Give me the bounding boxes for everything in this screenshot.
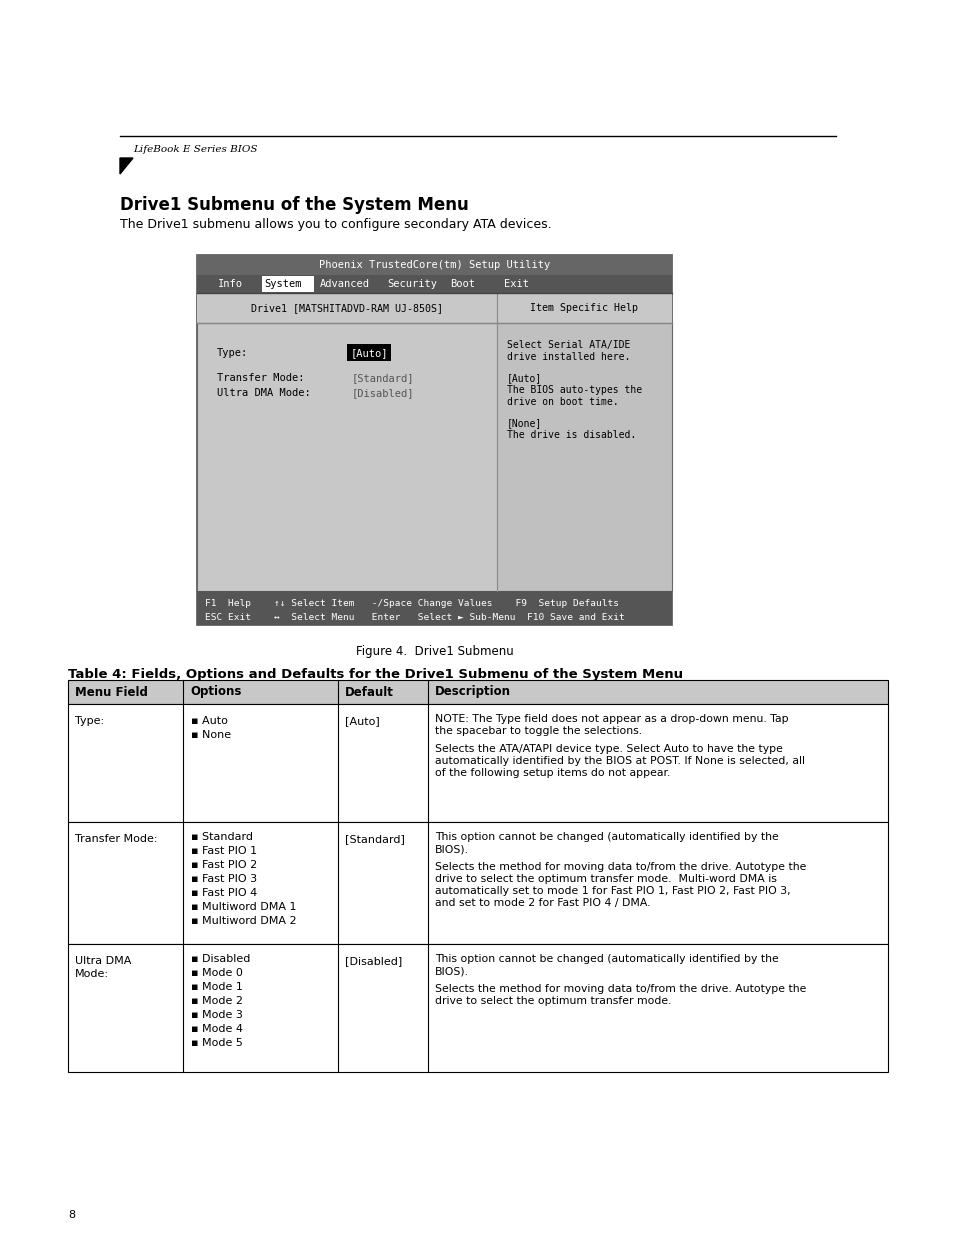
Text: Ultra DMA Mode:: Ultra DMA Mode: <box>216 388 311 398</box>
Bar <box>68 704 887 823</box>
Text: The BIOS auto-types the: The BIOS auto-types the <box>506 385 641 395</box>
Text: Item Specific Help: Item Specific Help <box>530 303 638 312</box>
Text: ▪ Mode 4: ▪ Mode 4 <box>191 1024 243 1034</box>
Text: automatically identified by the BIOS at POST. If None is selected, all: automatically identified by the BIOS at … <box>435 756 804 766</box>
Bar <box>196 293 671 324</box>
Text: [Auto]: [Auto] <box>506 373 541 383</box>
Text: 8: 8 <box>68 1210 75 1220</box>
Text: ESC Exit    ↔  Select Menu   Enter   Select ► Sub-Menu  F10 Save and Exit: ESC Exit ↔ Select Menu Enter Select ► Su… <box>205 613 624 621</box>
Text: drive to select the optimum transfer mode.: drive to select the optimum transfer mod… <box>435 995 671 1007</box>
Text: Security: Security <box>387 279 436 289</box>
Text: BIOS).: BIOS). <box>435 844 469 853</box>
Bar <box>196 275 671 293</box>
Text: This option cannot be changed (automatically identified by the: This option cannot be changed (automatic… <box>435 953 778 965</box>
Text: Type:: Type: <box>216 348 248 358</box>
Text: ▪ Mode 1: ▪ Mode 1 <box>191 982 243 992</box>
Polygon shape <box>120 158 132 174</box>
Text: Menu Field: Menu Field <box>75 685 148 699</box>
Text: The Drive1 submenu allows you to configure secondary ATA devices.: The Drive1 submenu allows you to configu… <box>120 219 551 231</box>
Text: Default: Default <box>345 685 394 699</box>
Text: [Auto]: [Auto] <box>345 716 379 726</box>
Text: ▪ Mode 5: ▪ Mode 5 <box>191 1037 243 1049</box>
Text: [Auto]: [Auto] <box>350 348 387 358</box>
Text: Advanced: Advanced <box>319 279 370 289</box>
Text: System: System <box>264 279 301 289</box>
Text: automatically set to mode 1 for Fast PIO 1, Fast PIO 2, Fast PIO 3,: automatically set to mode 1 for Fast PIO… <box>435 885 790 897</box>
Text: ▪ Fast PIO 1: ▪ Fast PIO 1 <box>191 846 257 856</box>
Text: Table 4: Fields, Options and Defaults for the Drive1 Submenu of the System Menu: Table 4: Fields, Options and Defaults fo… <box>68 668 682 680</box>
Text: drive to select the optimum transfer mode.  Multi-word DMA is: drive to select the optimum transfer mod… <box>435 874 776 884</box>
Text: ▪ Fast PIO 2: ▪ Fast PIO 2 <box>191 860 257 869</box>
Text: Figure 4.  Drive1 Submenu: Figure 4. Drive1 Submenu <box>355 645 513 658</box>
Text: Transfer Mode:: Transfer Mode: <box>75 834 157 844</box>
Text: ▪ Mode 3: ▪ Mode 3 <box>191 1010 243 1020</box>
Bar <box>497 324 671 592</box>
Text: and set to mode 2 for Fast PIO 4 / DMA.: and set to mode 2 for Fast PIO 4 / DMA. <box>435 898 650 908</box>
Text: Phoenix TrustedCore(tm) Setup Utility: Phoenix TrustedCore(tm) Setup Utility <box>318 261 550 270</box>
Bar <box>196 254 671 275</box>
Text: The drive is disabled.: The drive is disabled. <box>506 430 636 440</box>
Text: Exit: Exit <box>503 279 529 289</box>
Text: ▪ Fast PIO 4: ▪ Fast PIO 4 <box>191 888 257 898</box>
Text: ▪ Mode 0: ▪ Mode 0 <box>191 968 243 978</box>
Text: Mode:: Mode: <box>75 969 109 979</box>
Text: of the following setup items do not appear.: of the following setup items do not appe… <box>435 768 670 778</box>
Text: Options: Options <box>190 685 241 699</box>
Text: F1  Help    ↑↓ Select Item   -/Space Change Values    F9  Setup Defaults: F1 Help ↑↓ Select Item -/Space Change Va… <box>205 599 618 608</box>
Text: NOTE: The Type field does not appear as a drop-down menu. Tap: NOTE: The Type field does not appear as … <box>435 714 788 724</box>
Text: Ultra DMA: Ultra DMA <box>75 956 132 966</box>
Bar <box>68 680 887 704</box>
Text: [Disabled]: [Disabled] <box>345 956 402 966</box>
Text: ▪ None: ▪ None <box>191 730 231 740</box>
Bar <box>196 254 671 625</box>
Text: [None]: [None] <box>506 417 541 429</box>
Text: ▪ Multiword DMA 2: ▪ Multiword DMA 2 <box>191 916 296 926</box>
Bar <box>196 324 497 592</box>
Bar <box>347 345 391 361</box>
Text: Type:: Type: <box>75 716 104 726</box>
Text: Selects the method for moving data to/from the drive. Autotype the: Selects the method for moving data to/fr… <box>435 984 805 994</box>
Text: ▪ Mode 2: ▪ Mode 2 <box>191 995 243 1007</box>
Bar <box>196 592 671 625</box>
Text: ▪ Multiword DMA 1: ▪ Multiword DMA 1 <box>191 902 296 911</box>
Text: [Standard]: [Standard] <box>352 373 414 383</box>
Text: Selects the method for moving data to/from the drive. Autotype the: Selects the method for moving data to/fr… <box>435 862 805 872</box>
Text: ▪ Fast PIO 3: ▪ Fast PIO 3 <box>191 874 257 884</box>
Text: [Disabled]: [Disabled] <box>352 388 414 398</box>
Bar <box>68 823 887 944</box>
Text: BIOS).: BIOS). <box>435 966 469 976</box>
Text: Info: Info <box>218 279 243 289</box>
Text: Boot: Boot <box>450 279 475 289</box>
Text: LifeBook E Series BIOS: LifeBook E Series BIOS <box>132 146 257 154</box>
Text: Selects the ATA/ATAPI device type. Select Auto to have the type: Selects the ATA/ATAPI device type. Selec… <box>435 743 782 755</box>
Text: Description: Description <box>435 685 511 699</box>
Text: Transfer Mode:: Transfer Mode: <box>216 373 304 383</box>
Bar <box>196 324 671 592</box>
Text: Drive1 [MATSHITADVD-RAM UJ-850S]: Drive1 [MATSHITADVD-RAM UJ-850S] <box>251 303 442 312</box>
Text: This option cannot be changed (automatically identified by the: This option cannot be changed (automatic… <box>435 832 778 842</box>
Text: [Standard]: [Standard] <box>345 834 404 844</box>
Bar <box>68 944 887 1072</box>
Text: ▪ Disabled: ▪ Disabled <box>191 953 250 965</box>
Text: ▪ Standard: ▪ Standard <box>191 832 253 842</box>
Text: ▪ Auto: ▪ Auto <box>191 716 228 726</box>
Text: drive installed here.: drive installed here. <box>506 352 630 362</box>
Text: the spacebar to toggle the selections.: the spacebar to toggle the selections. <box>435 726 641 736</box>
Bar <box>262 275 314 291</box>
Text: drive on boot time.: drive on boot time. <box>506 396 618 408</box>
Text: Select Serial ATA/IDE: Select Serial ATA/IDE <box>506 340 630 350</box>
Text: Drive1 Submenu of the System Menu: Drive1 Submenu of the System Menu <box>120 196 468 214</box>
